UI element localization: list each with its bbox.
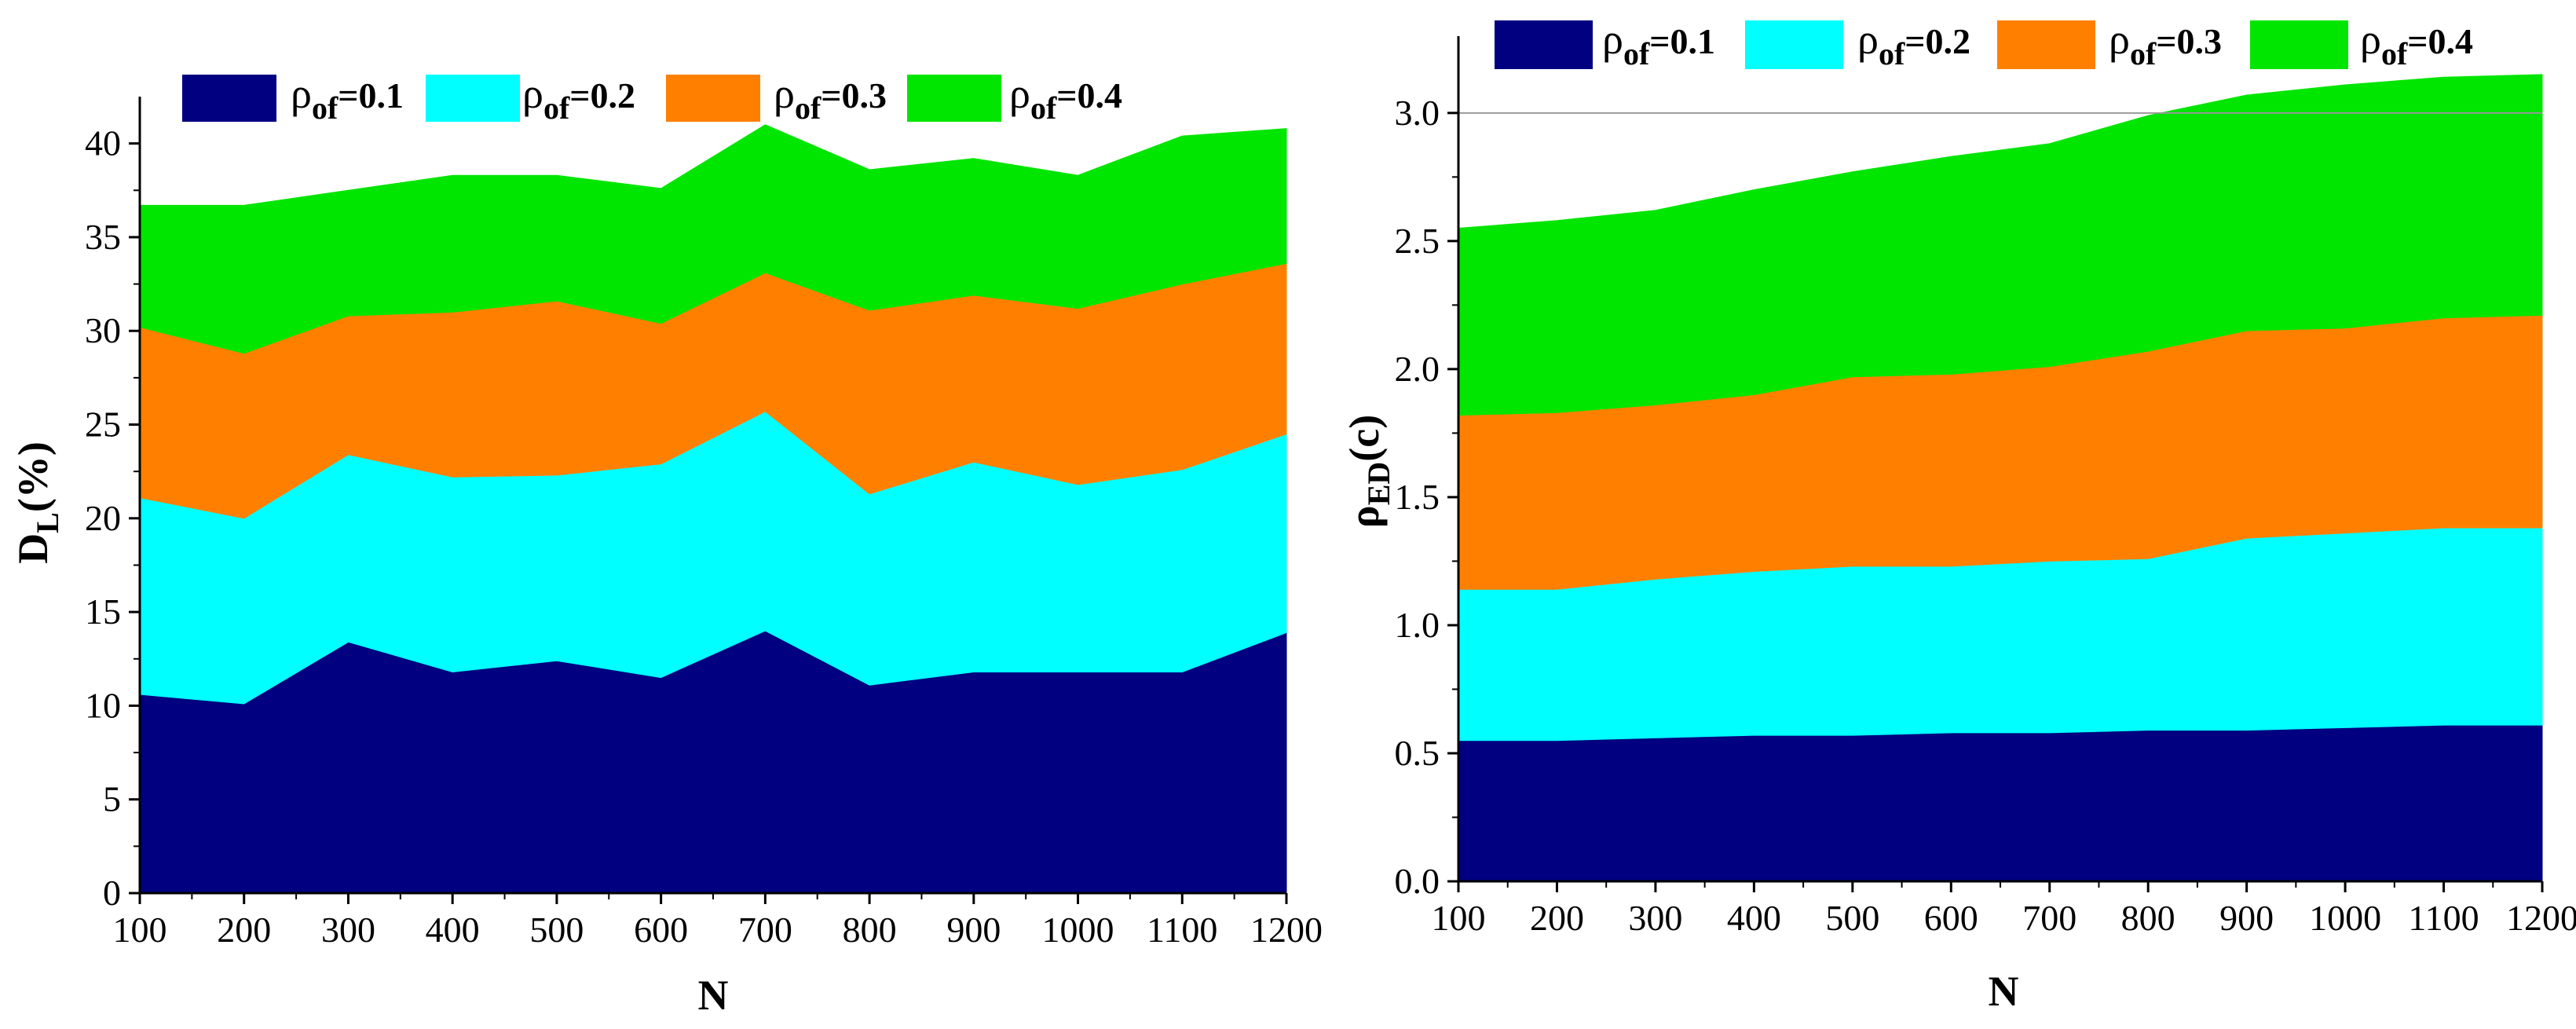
y-tick-label: 25 <box>85 405 121 445</box>
legend-swatch-1 <box>182 75 276 122</box>
y-tick-label: 0 <box>103 873 121 913</box>
legend-label-4: ρof=0.4 <box>2360 16 2473 71</box>
legend-swatch-1 <box>1495 20 1593 69</box>
x-tick-label: 1200 <box>1250 910 1323 950</box>
y-axis-title: ρED(c) <box>1341 415 1396 528</box>
y-tick-label: 20 <box>85 498 121 538</box>
y-tick-label: 2.0 <box>1395 349 1440 389</box>
x-axis-title: N <box>1989 968 2019 1015</box>
legend-label-1: ρof=0.1 <box>1602 16 1715 71</box>
legend-label-2: ρof=0.2 <box>522 70 635 126</box>
x-tick-label: 100 <box>1432 898 1486 938</box>
legend-swatch-2 <box>426 75 520 122</box>
y-tick-label: 15 <box>85 591 121 632</box>
x-tick-label: 1200 <box>2506 898 2576 938</box>
x-tick-label: 100 <box>113 910 167 950</box>
x-tick-label: 200 <box>217 910 271 950</box>
legend-label-2: ρof=0.2 <box>1857 16 1970 71</box>
x-tick-label: 900 <box>2219 898 2274 938</box>
x-tick-label: 1000 <box>2309 898 2381 938</box>
legend-label-4: ρof=0.4 <box>1009 70 1122 126</box>
legend-label-1: ρof=0.1 <box>291 70 404 126</box>
y-axis-title: DL(%) <box>9 441 65 564</box>
x-tick-label: 200 <box>1530 898 1584 938</box>
area-series-4 <box>139 124 1287 354</box>
x-tick-label: 700 <box>738 910 792 950</box>
x-axis-title: N <box>698 972 729 1019</box>
y-tick-label: 1.0 <box>1395 605 1440 645</box>
x-tick-label: 400 <box>426 910 480 950</box>
x-tick-label: 800 <box>2121 898 2175 938</box>
y-tick-label: 30 <box>85 310 121 350</box>
y-axis-title-subscript: ED <box>1361 462 1396 506</box>
y-tick-label: 0.0 <box>1395 861 1440 901</box>
x-tick-label: 1000 <box>1042 910 1114 950</box>
x-tick-label: 300 <box>321 910 375 950</box>
x-tick-label: 300 <box>1628 898 1682 938</box>
y-axis-title-suffix: (%) <box>9 441 57 512</box>
legend-label-3: ρof=0.3 <box>2109 16 2222 71</box>
x-tick-label: 800 <box>843 910 897 950</box>
y-axis-title-main: D <box>9 533 57 564</box>
x-tick-label: 700 <box>2022 898 2077 938</box>
y-tick-label: 3.0 <box>1395 93 1440 133</box>
y-axis-title-suffix: (c) <box>1341 415 1388 462</box>
x-tick-label: 500 <box>529 910 584 950</box>
x-tick-label: 900 <box>946 910 1001 950</box>
legend-swatch-3 <box>666 75 760 122</box>
y-tick-label: 40 <box>85 123 121 163</box>
x-tick-label: 1100 <box>2408 898 2479 938</box>
y-tick-label: 0.5 <box>1395 733 1440 773</box>
x-tick-label: 600 <box>1924 898 1978 938</box>
y-axis-title-subscript: L <box>30 512 65 533</box>
area-series-1 <box>1458 724 2543 882</box>
y-tick-label: 5 <box>103 779 121 819</box>
legend-swatch-2 <box>1745 20 1843 69</box>
legend-label-3: ρof=0.3 <box>774 70 887 126</box>
chart-panel-2: 100 200 300 400 500 600 700 800 900 1000 1100 1200 0… <box>1341 16 2576 1015</box>
x-tick-label: 600 <box>634 910 688 950</box>
y-tick-label: 10 <box>85 685 121 725</box>
area-series-4 <box>1458 74 2543 416</box>
legend-swatch-4 <box>907 75 1001 122</box>
x-tick-label: 500 <box>1825 898 1879 938</box>
legend-swatch-4 <box>2250 20 2348 69</box>
legend: ρof=0.1 ρof=0.2 ρof=0.3 ρof=0.4 <box>1495 16 2473 71</box>
legend-swatch-3 <box>1997 20 2095 69</box>
x-tick-label: 1100 <box>1147 910 1217 950</box>
y-tick-label: 35 <box>85 217 121 257</box>
x-tick-label: 400 <box>1727 898 1781 938</box>
chart-panel-1: 100 200 300 400 500 600 700 800 900 1000 1100 1200 0… <box>9 70 1323 1019</box>
y-axis-title-main: ρ <box>1341 505 1388 528</box>
legend: ρof=0.1 ρof=0.2 ρof=0.3 ρof=0.4 <box>182 70 1122 126</box>
y-tick-label: 1.5 <box>1395 477 1440 517</box>
y-tick-label: 2.5 <box>1395 221 1440 261</box>
